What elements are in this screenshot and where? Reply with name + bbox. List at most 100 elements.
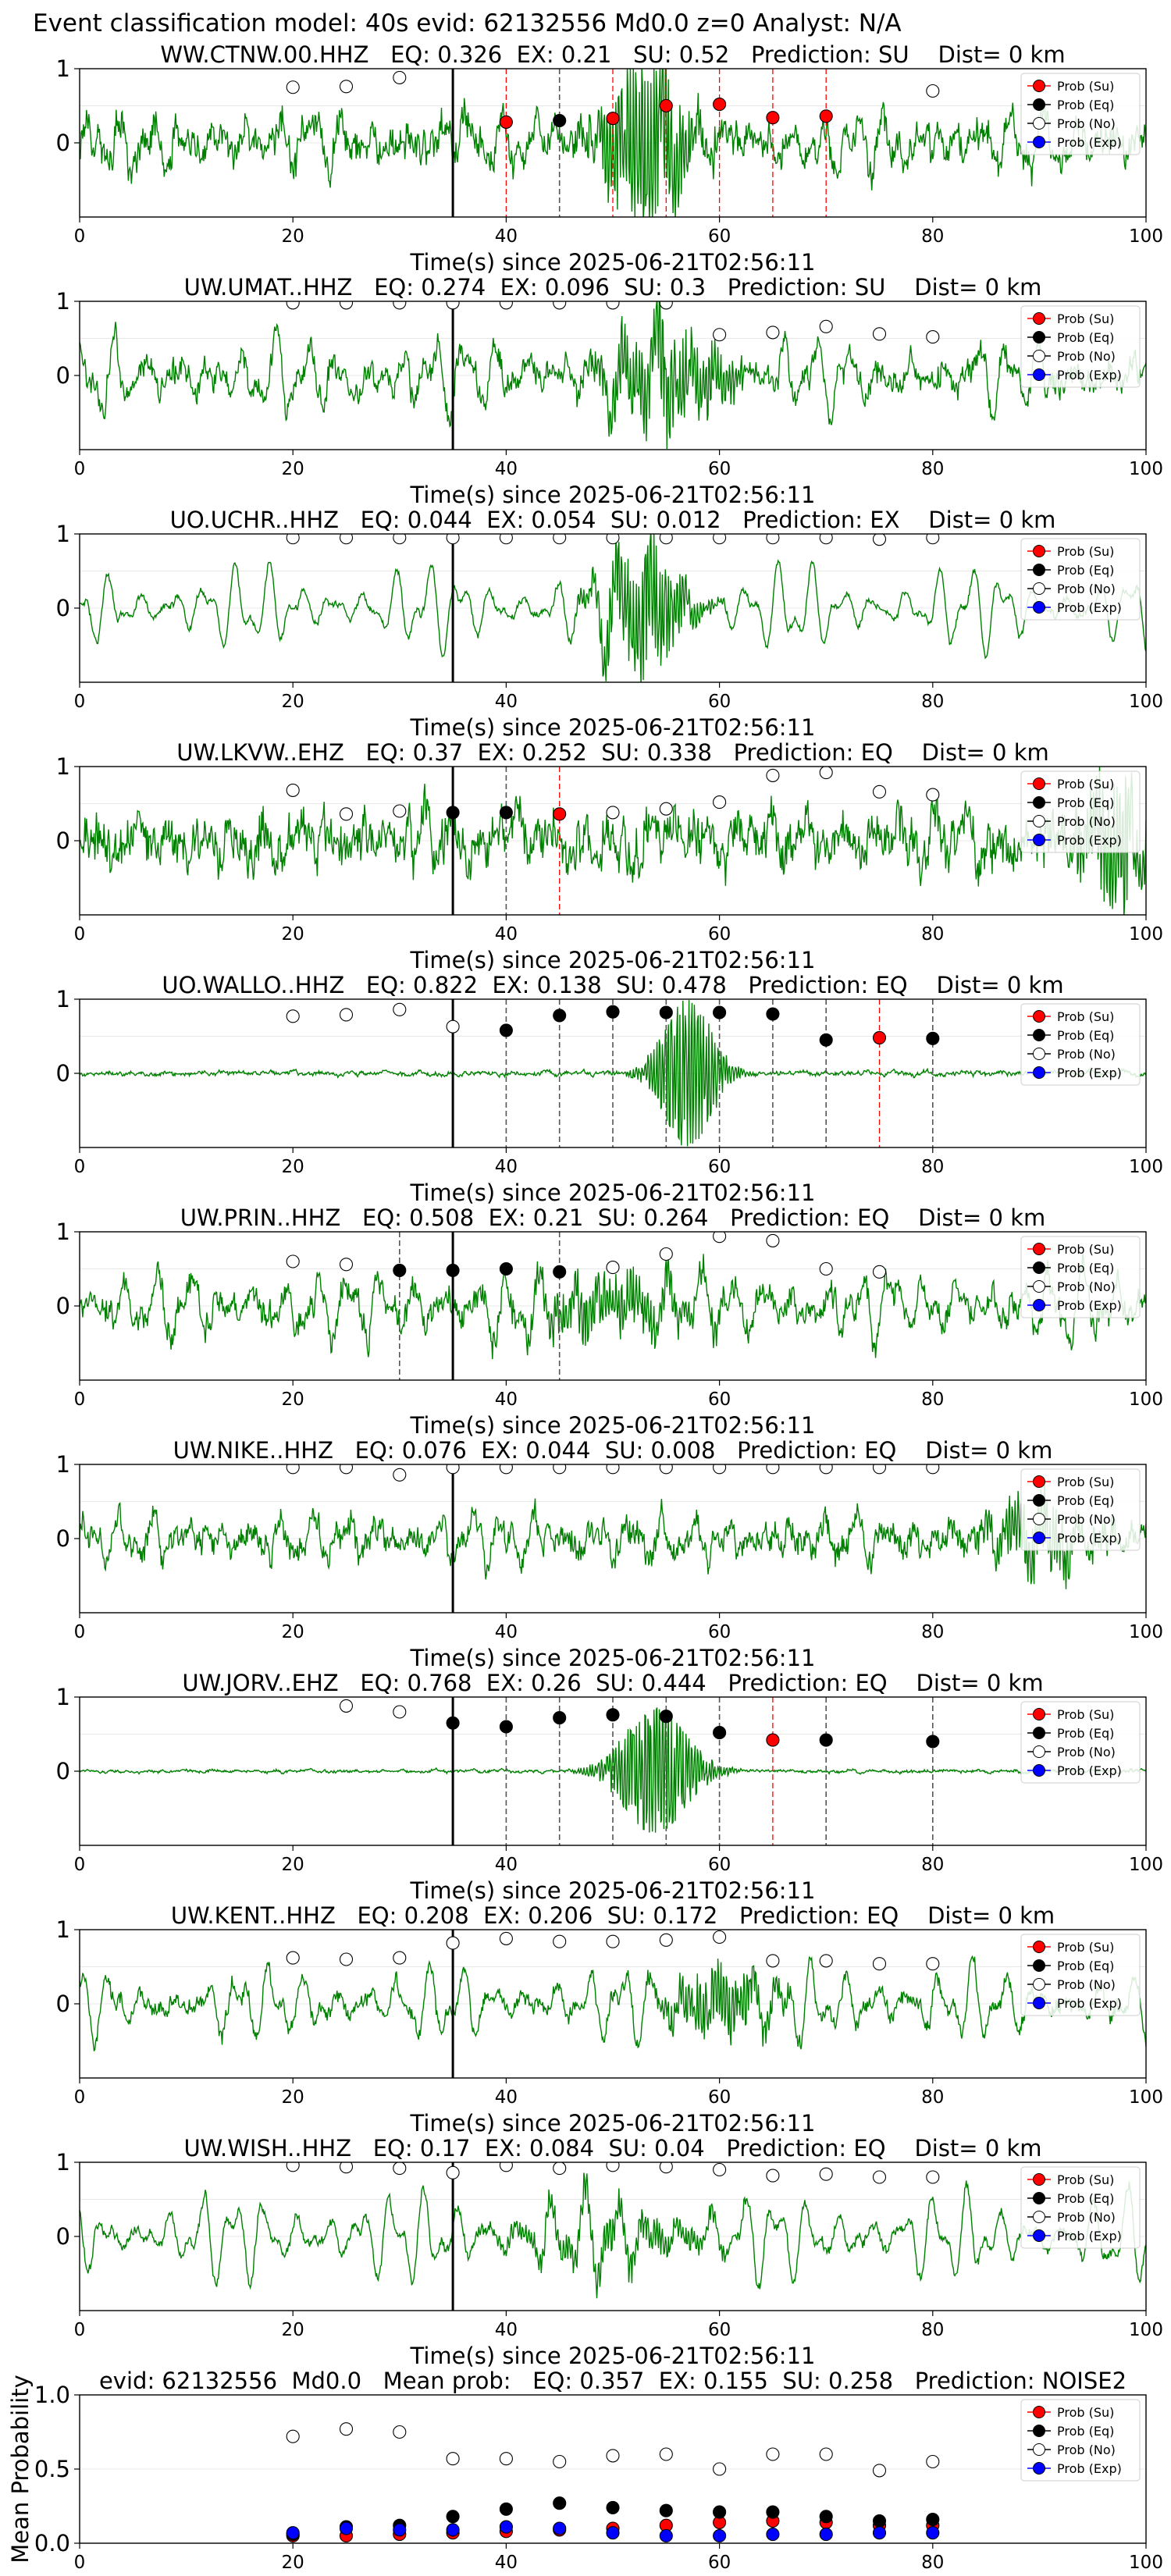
plot-area [80, 69, 1146, 217]
legend-box [1020, 2166, 1141, 2249]
prob-point-eq [713, 2505, 727, 2519]
x-tick-label: 20 [282, 2087, 304, 2108]
y-tick-label: 0.0 [34, 2530, 70, 2556]
y-tick-label: 1 [56, 288, 70, 315]
prob-point-no [713, 2462, 727, 2476]
prob-point-no [339, 534, 354, 545]
legend-marker-no [1033, 117, 1045, 130]
prob-point-eq [499, 1720, 513, 1734]
prob-point-no [819, 1954, 833, 1968]
prob-point-eq [553, 1265, 567, 1279]
prob-point-no [393, 804, 407, 818]
legend-marker-su [1033, 1941, 1045, 1953]
legend-label-exp: Prob (Exp) [1057, 1531, 1122, 1546]
panel-3: UO.UCHR..HHZ EQ: 0.044 EX: 0.054 SU: 0.0… [56, 507, 1163, 741]
prob-point-no [286, 80, 300, 94]
plot-area [80, 1232, 1146, 1380]
prob-point-no [872, 2170, 887, 2184]
y-tick-label: 1 [56, 1219, 70, 1245]
prob-point-no [872, 1265, 887, 1279]
x-tick-label: 60 [708, 1622, 731, 1642]
prob-point-no [339, 1464, 354, 1475]
legend-box [1020, 73, 1141, 155]
legend-marker-su [1033, 1708, 1045, 1720]
x-axis-label: Time(s) since 2025-06-21T02:56:11 [410, 1412, 816, 1439]
legend-box [1020, 2399, 1141, 2482]
prob-point-no [819, 767, 833, 780]
x-tick-label: 40 [495, 2087, 518, 2108]
x-tick-label: 0 [74, 1855, 86, 1875]
legend-marker-exp [1033, 368, 1045, 381]
x-tick-label: 80 [921, 692, 944, 712]
legend-marker-eq [1033, 2425, 1045, 2437]
x-tick-label: 100 [1129, 692, 1163, 712]
plot-area [80, 999, 1146, 1147]
prob-point-no [553, 1934, 567, 1948]
legend-label-eq: Prob (Eq) [1057, 98, 1114, 112]
x-tick-label: 20 [282, 924, 304, 945]
prob-point-no [553, 1464, 567, 1475]
prob-point-exp [339, 2521, 354, 2535]
legend-marker-exp [1033, 1764, 1045, 1777]
x-axis-label: Time(s) since 2025-06-21T02:56:11 [410, 1645, 816, 1671]
prob-point-no [499, 1464, 513, 1475]
legend-label-no: Prob (No) [1057, 1745, 1116, 1759]
legend-box [1020, 1003, 1141, 1086]
legend-label-eq: Prob (Eq) [1057, 795, 1114, 810]
prob-point-eq [499, 2502, 513, 2516]
prob-point-eq [819, 2510, 833, 2524]
x-tick-label: 100 [1129, 1855, 1163, 1875]
legend-marker-exp [1033, 601, 1045, 614]
panel-11: evid: 62132556 Md0.0 Mean prob: EQ: 0.35… [7, 2368, 1163, 2573]
prob-point-no [872, 785, 887, 799]
prob-point-no [286, 2162, 300, 2172]
legend-marker-exp [1033, 136, 1045, 148]
prob-point-no [659, 301, 673, 310]
legend-marker-no [1033, 1513, 1045, 1525]
legend-label-exp: Prob (Exp) [1057, 1996, 1122, 2011]
prob-point-no [819, 534, 833, 545]
x-tick-label: 40 [495, 1855, 518, 1875]
x-tick-label: 20 [282, 2320, 304, 2340]
prob-point-no [872, 1464, 887, 1475]
prob-point-exp [766, 2528, 780, 2542]
legend-label-eq: Prob (Eq) [1057, 1959, 1114, 1973]
y-tick-label: 1 [56, 2149, 70, 2176]
prob-point-eq [499, 1261, 513, 1276]
x-tick-label: 40 [495, 692, 518, 712]
prob-point-exp [659, 2528, 673, 2543]
x-tick-label: 80 [921, 2553, 944, 2573]
legend-marker-exp [1033, 1066, 1045, 1079]
plot-area [80, 1930, 1146, 2078]
prob-point-no [339, 1952, 354, 1966]
prob-point-eq [446, 2510, 460, 2524]
prob-point-eq [766, 1007, 780, 1021]
legend-marker-no [1033, 2211, 1045, 2223]
figure-title: Event classification model: 40s evid: 62… [33, 9, 902, 37]
prob-point-no [872, 327, 887, 341]
panel-title: UW.WISH..HHZ EQ: 0.17 EX: 0.084 SU: 0.04… [183, 2135, 1041, 2161]
prob-point-no [393, 1002, 407, 1016]
prob-point-no [393, 1468, 407, 1482]
prob-point-su [499, 115, 513, 129]
prob-point-no [926, 2454, 940, 2469]
prob-point-no [872, 2464, 887, 2478]
prob-point-no [926, 330, 940, 344]
legend-label-exp: Prob (Exp) [1057, 1298, 1122, 1313]
prob-point-no [766, 534, 780, 545]
legend-label-exp: Prob (Exp) [1057, 600, 1122, 615]
legend-label-no: Prob (No) [1057, 349, 1116, 364]
legend-label-no: Prob (No) [1057, 2443, 1116, 2457]
prob-point-no [446, 534, 460, 545]
prob-point-no [606, 301, 620, 310]
prob-point-no [819, 1261, 833, 1276]
prob-point-exp [606, 2526, 620, 2540]
panel-1: WW.CTNW.00.HHZ EQ: 0.326 EX: 0.21 SU: 0.… [56, 41, 1163, 276]
legend-label-no: Prob (No) [1057, 1047, 1116, 1062]
prob-point-no [659, 802, 673, 816]
x-tick-label: 80 [921, 1622, 944, 1642]
prob-point-eq [659, 1005, 673, 1019]
x-tick-label: 60 [708, 2087, 731, 2108]
x-tick-label: 60 [708, 692, 731, 712]
prob-point-no [286, 783, 300, 797]
